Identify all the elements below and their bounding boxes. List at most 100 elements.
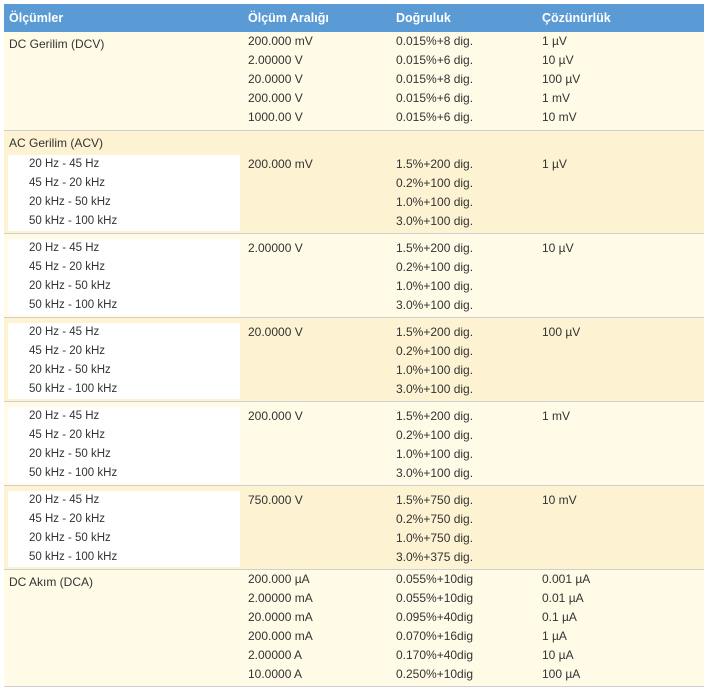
dcv-resolution: 1 µV	[542, 34, 567, 48]
dcv-accuracy: 0.015%+8 dig.	[396, 72, 474, 86]
dcv-resolution: 10 µV	[542, 53, 574, 67]
acv-label: AC Gerilim (ACV)	[9, 136, 104, 150]
dca-accuracy: 0.055%+10dig	[396, 572, 474, 586]
acv-accuracy: 3.0%+100 dig.	[396, 466, 474, 480]
acv-range: 20.0000 V	[248, 325, 303, 339]
dcv-range: 2.00000 V	[248, 53, 303, 67]
acv-frequency-band: 50 kHz - 100 kHz	[29, 215, 118, 227]
acv-frequency-band: 50 kHz - 100 kHz	[29, 383, 118, 395]
acv-group: 20 Hz - 45 Hz 45 Hz - 20 kHz 20 kHz - 50 k…	[4, 234, 704, 318]
acv-accuracy: 1.0%+100 dig.	[396, 363, 474, 377]
dca-range: 2.00000 A	[248, 648, 303, 662]
acv-frequency-band: 45 Hz - 20 kHz	[29, 429, 106, 441]
acv-accuracy: 3.0%+375 dig.	[396, 550, 474, 564]
acv-frequency-band: 50 kHz - 100 kHz	[29, 467, 118, 479]
dcv-resolution: 100 µV	[542, 72, 581, 86]
acv-label-row: AC Gerilim (ACV)	[4, 131, 704, 155]
acv-accuracy: 0.2%+100 dig.	[396, 344, 474, 358]
dca-resolution: 1 µA	[542, 629, 567, 643]
acv-frequency-band: 20 Hz - 45 Hz	[29, 494, 100, 506]
acv-accuracy: 0.2%+100 dig.	[396, 428, 474, 442]
acv-accuracy: 3.0%+100 dig.	[396, 214, 474, 228]
dca-accuracy: 0.250%+10dig	[396, 667, 474, 681]
acv-frequency-band: 20 kHz - 50 kHz	[29, 448, 111, 460]
table-header: Ölçümler Ölçüm Aralığı Doğruluk Çözünürl…	[4, 4, 704, 32]
acv-accuracy: 3.0%+100 dig.	[396, 382, 474, 396]
acv-range: 200.000 mV	[248, 157, 313, 171]
dcv-section: DC Gerilim (DCV) 200.000 mV 0.015%+8 dig.…	[4, 32, 704, 131]
acv-accuracy: 1.0%+100 dig.	[396, 279, 474, 293]
dcv-accuracy: 0.015%+6 dig.	[396, 110, 474, 124]
dcv-accuracy: 0.015%+6 dig.	[396, 91, 474, 105]
header-range: Ölçüm Aralığı	[248, 11, 329, 25]
acv-frequency-list: 20 Hz - 45 Hz 45 Hz - 20 kHz 20 kHz - 50 k…	[8, 239, 240, 315]
dca-accuracy: 0.055%+10dig	[396, 591, 474, 605]
acv-accuracy: 0.2%+750 dig.	[396, 512, 474, 526]
acv-frequency-band: 45 Hz - 20 kHz	[29, 261, 106, 273]
acv-frequency-band: 20 kHz - 50 kHz	[29, 280, 111, 292]
dcv-range: 200.000 V	[248, 91, 303, 105]
acv-frequency-band: 50 kHz - 100 kHz	[29, 551, 118, 563]
header-accuracy: Doğruluk	[396, 11, 451, 25]
acv-accuracy: 1.0%+100 dig.	[396, 195, 474, 209]
dca-accuracy: 0.070%+16dig	[396, 629, 474, 643]
dcv-accuracy: 0.015%+8 dig.	[396, 34, 474, 48]
acv-group: 20 Hz - 45 Hz 45 Hz - 20 kHz 20 kHz - 50 k…	[4, 402, 704, 486]
dcv-label: DC Gerilim (DCV)	[9, 37, 105, 51]
header-measurements: Ölçümler	[9, 11, 64, 25]
acv-frequency-band: 20 kHz - 50 kHz	[29, 364, 111, 376]
acv-group: 20 Hz - 45 Hz 45 Hz - 20 kHz 20 kHz - 50 k…	[4, 155, 704, 234]
dca-resolution: 10 µA	[542, 648, 574, 662]
dca-range: 200.000 mA	[248, 629, 313, 643]
acv-accuracy: 1.5%+750 dig.	[396, 493, 474, 507]
dca-resolution: 0.01 µA	[542, 591, 584, 605]
acv-resolution: 1 µV	[542, 157, 567, 171]
acv-frequency-list: 20 Hz - 45 Hz 45 Hz - 20 kHz 20 kHz - 50 k…	[8, 155, 240, 231]
dcv-accuracy: 0.015%+6 dig.	[396, 53, 474, 67]
header-resolution: Çözünürlük	[542, 11, 611, 25]
acv-frequency-band: 45 Hz - 20 kHz	[29, 177, 106, 189]
acv-accuracy: 1.0%+100 dig.	[396, 447, 474, 461]
acv-group: 20 Hz - 45 Hz 45 Hz - 20 kHz 20 kHz - 50 k…	[4, 318, 704, 402]
dcv-range: 20.0000 V	[248, 72, 303, 86]
dca-section: DC Akım (DCA) 200.000 µA 0.055%+10dig 0.00…	[4, 570, 704, 687]
acv-range: 750.000 V	[248, 493, 303, 507]
acv-frequency-band: 20 Hz - 45 Hz	[29, 326, 100, 338]
dca-resolution: 0.001 µA	[542, 572, 591, 586]
acv-group: 20 Hz - 45 Hz 45 Hz - 20 kHz 20 kHz - 50 k…	[4, 486, 704, 570]
acv-accuracy: 1.5%+200 dig.	[396, 409, 474, 423]
acv-frequency-list: 20 Hz - 45 Hz 45 Hz - 20 kHz 20 kHz - 50 k…	[8, 323, 240, 399]
acv-range: 2.00000 V	[248, 241, 303, 255]
acv-resolution: 100 µV	[542, 325, 581, 339]
acv-accuracy: 1.0%+750 dig.	[396, 531, 474, 545]
acv-accuracy: 1.5%+200 dig.	[396, 157, 474, 171]
acv-accuracy: 1.5%+200 dig.	[396, 241, 474, 255]
acv-resolution: 10 µV	[542, 241, 574, 255]
acv-frequency-list: 20 Hz - 45 Hz 45 Hz - 20 kHz 20 kHz - 50 k…	[8, 407, 240, 483]
acv-frequency-list: 20 Hz - 45 Hz 45 Hz - 20 kHz 20 kHz - 50 k…	[8, 491, 240, 567]
spec-table: Ölçümler Ölçüm Aralığı Doğruluk Çözünürl…	[4, 4, 704, 687]
acv-accuracy: 0.2%+100 dig.	[396, 176, 474, 190]
acv-accuracy: 1.5%+200 dig.	[396, 325, 474, 339]
dca-resolution: 100 µA	[542, 667, 581, 681]
acv-accuracy: 3.0%+100 dig.	[396, 298, 474, 312]
dca-resolution: 0.1 µA	[542, 610, 577, 624]
acv-range: 200.000 V	[248, 409, 303, 423]
acv-frequency-band: 20 Hz - 45 Hz	[29, 410, 100, 422]
dca-label: DC Akım (DCA)	[9, 575, 93, 589]
dca-accuracy: 0.095%+40dig	[396, 610, 474, 624]
acv-frequency-band: 20 Hz - 45 Hz	[29, 242, 100, 254]
dca-range: 200.000 µA	[248, 572, 310, 586]
acv-frequency-band: 50 kHz - 100 kHz	[29, 299, 118, 311]
acv-resolution: 1 mV	[542, 409, 571, 423]
dcv-resolution: 1 mV	[542, 91, 571, 105]
dca-accuracy: 0.170%+40dig	[396, 648, 474, 662]
acv-accuracy: 0.2%+100 dig.	[396, 260, 474, 274]
acv-frequency-band: 20 kHz - 50 kHz	[29, 196, 111, 208]
acv-frequency-band: 45 Hz - 20 kHz	[29, 513, 106, 525]
acv-resolution: 10 mV	[542, 493, 577, 507]
acv-frequency-band: 20 kHz - 50 kHz	[29, 532, 111, 544]
dca-range: 10.0000 A	[248, 667, 303, 681]
dcv-range: 200.000 mV	[248, 34, 313, 48]
dca-range: 2.00000 mA	[248, 591, 313, 605]
